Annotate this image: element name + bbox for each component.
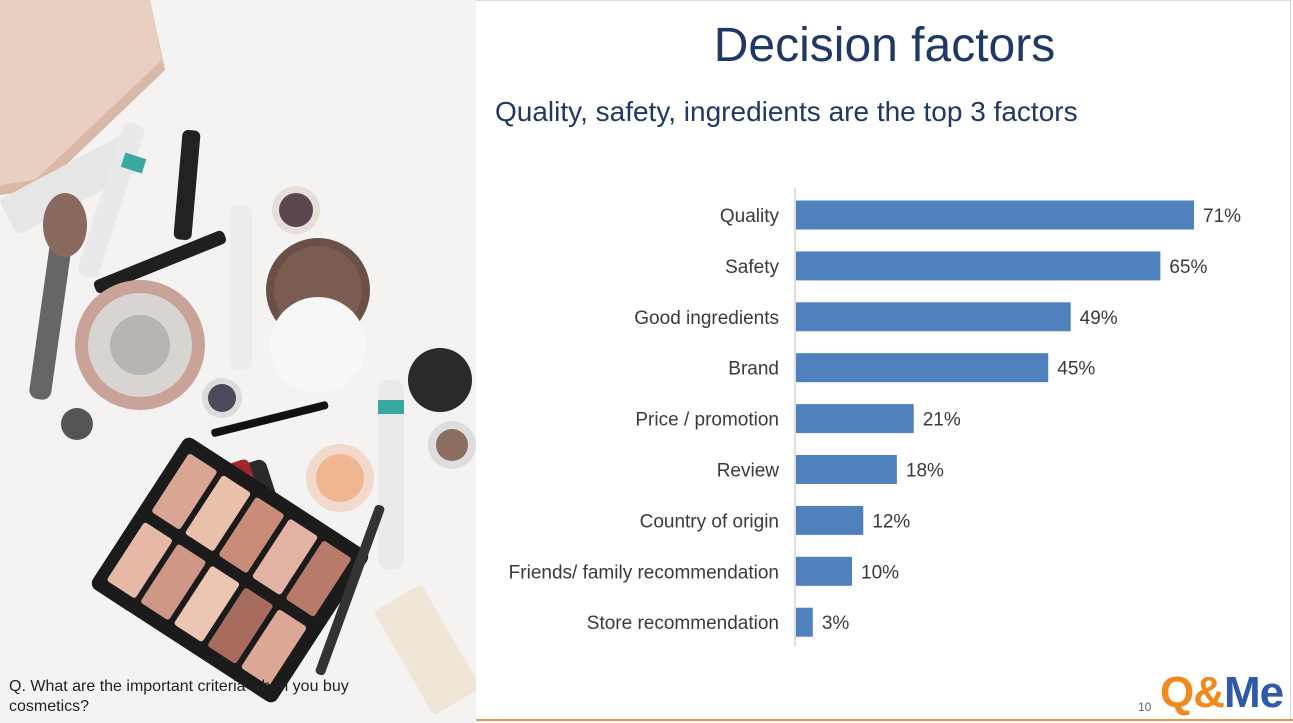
value-label: 21% — [923, 410, 961, 431]
slide-frame — [476, 0, 1291, 721]
bar — [796, 607, 813, 637]
bar — [796, 556, 853, 586]
category-label: Country of origin — [640, 511, 779, 532]
slide-subtitle: Quality, safety, ingredients are the top… — [495, 96, 1078, 127]
value-label: 65% — [1169, 257, 1207, 278]
value-label: 10% — [861, 562, 899, 583]
page-number: 10 — [1138, 700, 1152, 714]
category-label: Brand — [728, 359, 779, 380]
bar — [796, 251, 1161, 281]
category-label: Review — [717, 461, 780, 482]
value-label: 3% — [822, 613, 850, 634]
category-label: Quality — [720, 206, 780, 227]
bar — [796, 302, 1071, 332]
slide-title: Decision factors — [713, 19, 1056, 72]
bar — [796, 404, 914, 434]
value-label: 49% — [1080, 308, 1118, 329]
survey-question: Q. What are the important criteria when … — [9, 678, 349, 715]
value-label: 12% — [872, 511, 910, 532]
logo-ampersand: & — [1193, 668, 1225, 717]
bar — [796, 505, 864, 535]
logo-q: Q — [1160, 668, 1194, 717]
category-label: Store recommendation — [587, 613, 779, 634]
decision-factors-bar-chart: Quality 71% Safety 65% Good ingredients 49% Br… — [509, 188, 1241, 646]
category-label: Friends/ family recommendation — [509, 562, 779, 583]
qandme-logo: Q&Me — [1160, 668, 1284, 718]
bar — [796, 455, 897, 484]
value-label: 45% — [1057, 359, 1095, 380]
bar — [796, 200, 1194, 230]
cosmetics-photo — [0, 0, 476, 723]
category-label: Price / promotion — [635, 410, 779, 431]
cosmetics-illustration — [0, 0, 476, 714]
category-label: Good ingredients — [634, 308, 779, 329]
value-label: 71% — [1203, 206, 1241, 227]
bottom-accent-line — [476, 719, 1293, 721]
logo-me: Me — [1224, 668, 1284, 717]
bar — [796, 353, 1049, 383]
value-label: 18% — [906, 461, 944, 482]
category-label: Safety — [725, 257, 779, 278]
